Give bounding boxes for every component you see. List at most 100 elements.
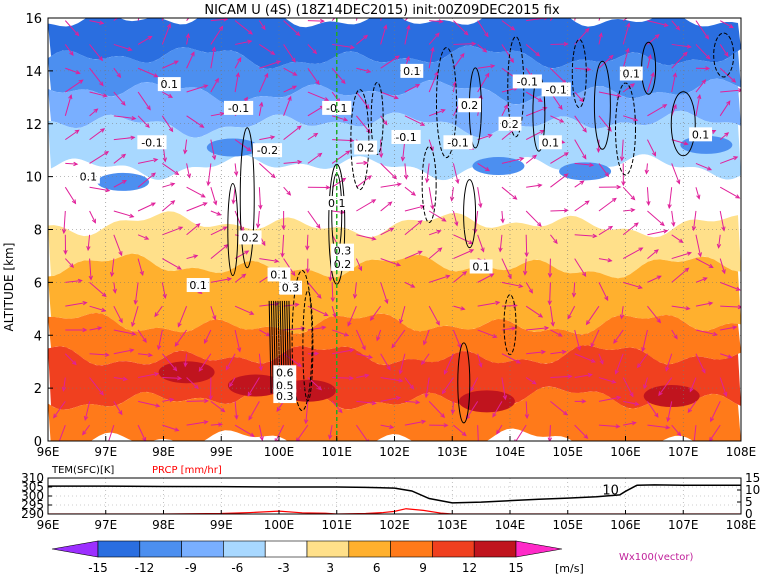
wind-vector bbox=[369, 305, 382, 322]
wind-vector bbox=[280, 234, 285, 258]
x-tick-label: 101E bbox=[322, 445, 353, 459]
sub-left-tick-label: 300 bbox=[21, 489, 44, 503]
wind-vector bbox=[613, 329, 624, 344]
wind-vector bbox=[137, 18, 140, 21]
wind-vector bbox=[574, 353, 596, 363]
wind-vector bbox=[281, 210, 286, 231]
x-tick-label: 96E bbox=[37, 445, 60, 459]
wind-vector bbox=[619, 139, 625, 162]
wind-vector bbox=[162, 60, 179, 69]
wind-vector bbox=[501, 258, 512, 280]
wind-vector bbox=[113, 67, 122, 79]
wind-vector bbox=[210, 277, 233, 283]
wind-vector bbox=[303, 401, 309, 425]
wind-vector bbox=[380, 201, 393, 212]
wind-vector bbox=[380, 353, 391, 371]
wind-vector bbox=[328, 425, 333, 440]
wind-vector bbox=[137, 258, 144, 277]
wind-vector bbox=[598, 197, 617, 212]
y-tick-label: 6 bbox=[34, 276, 42, 291]
wind-vector bbox=[646, 71, 655, 93]
sub-left-tick-label: 305 bbox=[21, 480, 44, 494]
wind-vector bbox=[177, 305, 188, 328]
wind-vector bbox=[453, 424, 467, 437]
contour-label: -0.1 bbox=[326, 102, 347, 115]
x-tick-label: 103E bbox=[437, 445, 468, 459]
wind-vector bbox=[233, 163, 239, 177]
wind-vector bbox=[574, 258, 587, 277]
wind-vector bbox=[550, 374, 573, 379]
wind-vector bbox=[347, 305, 357, 327]
wind-vector bbox=[186, 420, 209, 426]
temperature-series bbox=[48, 484, 741, 504]
colorbar-tick-label: 9 bbox=[419, 561, 427, 575]
contour-label: 0.2 bbox=[357, 142, 375, 155]
wind-vector bbox=[453, 249, 475, 260]
wind-vector bbox=[647, 20, 669, 27]
wind-vector bbox=[574, 233, 598, 239]
wind-vector bbox=[574, 200, 590, 212]
colorbar-right-triangle bbox=[515, 540, 563, 558]
wind-vector bbox=[404, 219, 423, 236]
colorbar-unit: [m/s] bbox=[555, 562, 584, 575]
wind-vector bbox=[137, 400, 161, 408]
wind-vector bbox=[355, 329, 366, 351]
wind-vector bbox=[64, 20, 80, 37]
wind-vector bbox=[574, 424, 589, 440]
shaded-band bbox=[48, 312, 741, 366]
wind-vector bbox=[162, 162, 180, 176]
wind-vector bbox=[695, 234, 702, 258]
wind-vector bbox=[619, 306, 625, 320]
wind-vector bbox=[404, 281, 416, 288]
y-axis-label: ALTITUDE [km] bbox=[2, 243, 16, 332]
y-tick-label: 16 bbox=[25, 12, 42, 27]
wind-vector bbox=[258, 20, 266, 31]
wind-vector bbox=[501, 281, 524, 289]
wind-vector bbox=[477, 44, 488, 53]
wind-vector bbox=[380, 115, 388, 126]
wind-vector bbox=[695, 353, 706, 374]
wind-vector bbox=[380, 182, 402, 188]
wind-vector bbox=[210, 210, 222, 216]
wind-vector bbox=[644, 163, 649, 175]
wind-vector bbox=[450, 401, 456, 415]
wind-vector bbox=[710, 401, 721, 423]
wind-vector bbox=[477, 353, 483, 368]
wind-vector bbox=[404, 24, 411, 45]
colorbar-tick-label: -3 bbox=[278, 561, 290, 575]
contour-label-box bbox=[137, 135, 167, 150]
contour-label: 0.2 bbox=[334, 258, 352, 271]
wind-vector bbox=[65, 278, 83, 284]
colorbar-tick-label: 6 bbox=[373, 561, 381, 575]
shaded-band bbox=[48, 211, 741, 278]
wind-vector bbox=[496, 424, 503, 435]
wind-vector bbox=[65, 161, 79, 167]
wind-vector bbox=[501, 20, 516, 31]
y-tick-label: 10 bbox=[25, 171, 42, 186]
wind-vector bbox=[525, 154, 538, 164]
contour-loop bbox=[291, 270, 313, 412]
x-tick-label: 106E bbox=[610, 445, 641, 459]
wind-vector bbox=[283, 20, 301, 37]
wind-vector bbox=[523, 258, 528, 276]
wind-vector bbox=[380, 258, 402, 267]
x-tick-label: 98E bbox=[152, 445, 175, 459]
wind-vector bbox=[477, 234, 485, 253]
wind-vector bbox=[63, 234, 68, 255]
wind-vector bbox=[622, 222, 639, 236]
wind-vector bbox=[137, 234, 150, 240]
wind-vector bbox=[174, 329, 188, 347]
wind-vector bbox=[161, 282, 167, 300]
x-tick-label: 99E bbox=[210, 445, 233, 459]
wind-vector bbox=[113, 153, 127, 164]
wind-vector bbox=[113, 91, 126, 106]
x-axis-ticks: 96E 97E 98E 99E 100E 101E 102E 103E 104E 105E 106E… bbox=[37, 436, 756, 459]
contour-label-box bbox=[223, 100, 254, 115]
wind-vector bbox=[428, 229, 442, 236]
wind-vector bbox=[470, 377, 479, 392]
wind-vector bbox=[137, 202, 156, 212]
sub-x-tick-label: 96E bbox=[37, 518, 60, 532]
contour-loop bbox=[421, 146, 437, 224]
wind-vector bbox=[453, 270, 468, 283]
